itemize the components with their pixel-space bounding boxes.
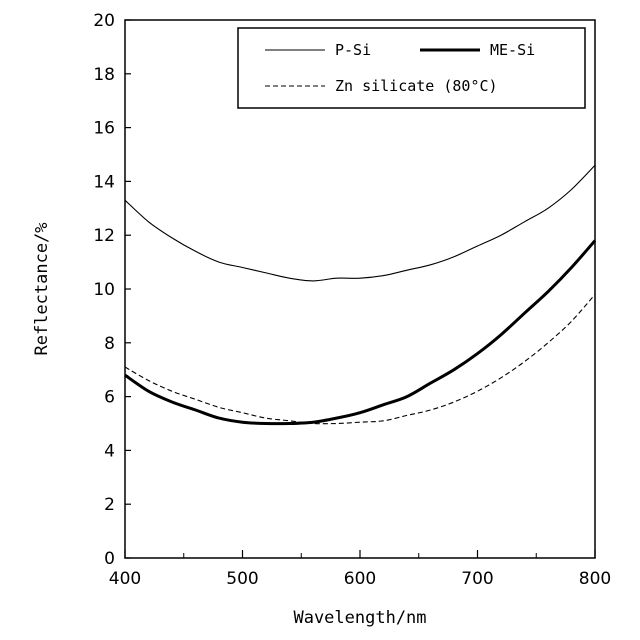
legend-label-zn-silicate: Zn silicate (80°C) — [335, 77, 498, 95]
x-tick-label: 600 — [344, 569, 376, 589]
y-axis-title: Reflectance/% — [32, 222, 52, 355]
x-tick-label: 800 — [579, 569, 611, 589]
y-tick-label: 20 — [93, 11, 115, 31]
legend-label-me-si: ME-Si — [490, 41, 535, 59]
legend: P-Si ME-Si Zn silicate (80°C) — [238, 28, 585, 108]
y-tick-label: 6 — [104, 388, 115, 408]
y-tick-label: 14 — [93, 172, 115, 192]
x-tick-label: 500 — [226, 569, 258, 589]
y-tick-label: 4 — [104, 441, 115, 461]
y-tick-label: 12 — [93, 226, 115, 246]
y-tick-label: 8 — [104, 334, 115, 354]
y-tick-label: 18 — [93, 65, 115, 85]
legend-box — [238, 28, 585, 108]
legend-label-p-si: P-Si — [335, 41, 371, 59]
x-tick-label: 700 — [461, 569, 493, 589]
y-tick-label: 2 — [104, 495, 115, 515]
y-tick-label: 16 — [93, 119, 115, 139]
x-axis-title: Wavelength/nm — [293, 608, 426, 628]
y-tick-label: 10 — [93, 280, 115, 300]
x-tick-label: 400 — [109, 569, 141, 589]
y-tick-label: 0 — [104, 549, 115, 569]
